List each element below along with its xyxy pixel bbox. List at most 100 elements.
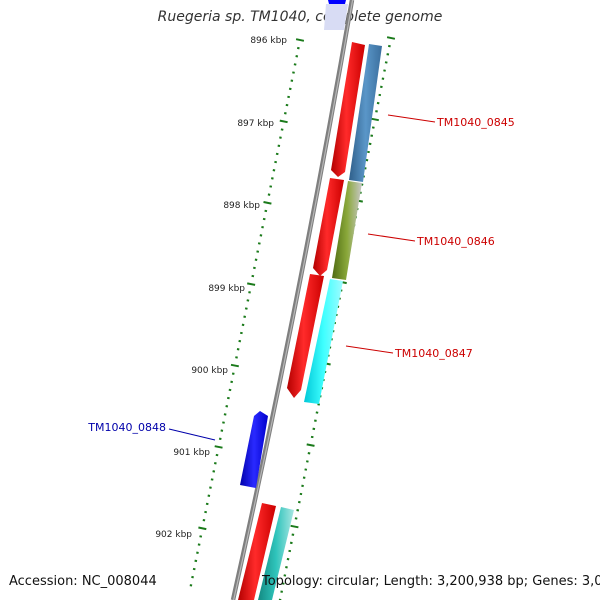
inner-ring-minor-tick (295, 55, 299, 58)
accession-text: Accession: NC_008044 (9, 574, 157, 589)
inner-ring-major-tick (295, 38, 305, 42)
outer-ring-minor-tick (307, 452, 311, 455)
tick-ring-outer (278, 36, 396, 600)
inner-ring-minor-tick (228, 388, 232, 392)
leader-0845 (387, 114, 436, 123)
inner-ring-minor-tick (196, 551, 199, 554)
leader-0847 (345, 345, 394, 354)
gene-0845-outer[interactable] (331, 42, 365, 177)
genome-stats-text: Topology: circular; Length: 3,200,938 bp… (262, 574, 600, 589)
outer-ring-minor-tick (305, 460, 309, 463)
inner-ring-minor-tick (215, 453, 219, 457)
inner-ring-minor-tick (204, 510, 208, 514)
inner-ring-minor-tick (283, 112, 287, 115)
leader-0848 (168, 428, 216, 441)
outer-ring-major-tick (290, 524, 299, 529)
inner-ring-minor-tick (251, 274, 255, 278)
inner-ring-minor-tick (292, 71, 295, 74)
outer-ring-minor-tick (387, 44, 391, 48)
outer-ring-minor-tick (283, 574, 287, 577)
outer-ring-minor-tick (383, 69, 386, 72)
outer-ring-minor-tick (294, 517, 298, 520)
inner-ring-major-tick (279, 119, 288, 124)
inner-ring-minor-tick (236, 348, 240, 351)
map-title: Ruegeria sp. TM1040, complete genome (157, 9, 443, 25)
gene-0846-outer[interactable] (313, 178, 344, 276)
inner-ring-minor-tick (238, 339, 242, 343)
gene-label-0848[interactable]: TM1040_0848 (87, 421, 166, 434)
inner-ring-minor-tick (199, 535, 203, 538)
inner-ring-minor-tick (254, 258, 258, 261)
outer-ring-minor-tick (285, 566, 288, 569)
gene-0847-inner[interactable] (304, 279, 343, 404)
gene-label-0847[interactable]: TM1040_0847 (394, 347, 473, 360)
tick-label-901: 901 kbp (173, 448, 210, 458)
outer-ring-minor-tick (371, 126, 375, 129)
outer-ring-minor-tick (317, 403, 321, 406)
inner-ring-minor-tick (287, 95, 291, 99)
inner-ring-minor-tick (191, 575, 194, 579)
gene-next-outer[interactable] (238, 503, 276, 600)
gene-0848[interactable] (240, 411, 268, 488)
gene-0847-outer[interactable] (287, 274, 324, 398)
tick-label-896: 896 kbp (250, 36, 287, 46)
tick-ring-inner (189, 38, 305, 587)
inner-ring-minor-tick (230, 380, 234, 384)
inner-ring-minor-tick (259, 234, 263, 237)
inner-ring-minor-tick (270, 177, 274, 180)
outer-ring-minor-tick (301, 484, 304, 488)
outer-ring-minor-tick (376, 101, 380, 105)
inner-ring-minor-tick (207, 494, 211, 497)
gene-label-0846[interactable]: TM1040_0846 (416, 235, 495, 248)
inner-ring-minor-tick (288, 87, 292, 91)
inner-ring-major-tick (198, 526, 207, 531)
outer-ring-major-tick (386, 36, 396, 40)
outer-ring-minor-tick (296, 509, 300, 512)
outer-ring-minor-tick (281, 582, 285, 585)
inner-ring-minor-tick (267, 193, 271, 196)
inner-ring-major-tick (247, 282, 256, 286)
inner-ring-major-tick (214, 445, 223, 449)
leader-0846 (367, 233, 416, 242)
inner-ring-minor-tick (262, 217, 266, 221)
inner-ring-minor-tick (272, 169, 276, 172)
inner-ring-major-tick (230, 363, 239, 368)
outer-ring-minor-tick (384, 61, 388, 64)
gene-partial-top[interactable] (328, 0, 346, 4)
inner-ring-minor-tick (279, 136, 282, 139)
outer-ring-major-tick (370, 117, 379, 122)
genome-backbone-highlight (233, 0, 354, 600)
inner-ring-minor-tick (220, 429, 224, 432)
gene-label-0845[interactable]: TM1040_0845 (436, 116, 515, 129)
outer-ring-minor-tick (304, 468, 308, 471)
inner-ring-minor-tick (257, 242, 261, 245)
outer-ring-minor-tick (315, 411, 319, 414)
outer-ring-minor-tick (297, 500, 301, 504)
outer-ring-minor-tick (365, 158, 369, 162)
inner-ring-minor-tick (192, 567, 196, 571)
inner-ring-minor-tick (274, 160, 278, 164)
inner-ring-minor-tick (241, 323, 245, 327)
outer-ring-minor-tick (312, 427, 316, 431)
inner-ring-major-tick (263, 201, 272, 205)
inner-ring-minor-tick (194, 559, 198, 563)
gene-0845-inner[interactable] (349, 44, 382, 182)
tick-label-902: 902 kbp (155, 530, 192, 540)
gene-partial-top-shadow (324, 4, 348, 30)
inner-ring-minor-tick (212, 470, 216, 473)
tick-label-898: 898 kbp (223, 201, 260, 211)
tick-label-897: 897 kbp (237, 119, 274, 129)
gene-0846-inner[interactable] (332, 181, 362, 280)
inner-ring-minor-tick (296, 46, 300, 50)
inner-ring-minor-tick (222, 421, 225, 424)
tick-label-899: 899 kbp (208, 284, 245, 294)
inner-ring-minor-tick (225, 405, 229, 408)
outer-ring-minor-tick (379, 85, 383, 89)
tick-label-900: 900 kbp (191, 366, 228, 376)
outer-ring-minor-tick (289, 541, 293, 545)
inner-ring-minor-tick (246, 299, 250, 302)
gene-next-inner[interactable] (258, 507, 294, 600)
inner-ring-minor-tick (280, 128, 284, 131)
inner-ring-minor-tick (243, 315, 247, 318)
